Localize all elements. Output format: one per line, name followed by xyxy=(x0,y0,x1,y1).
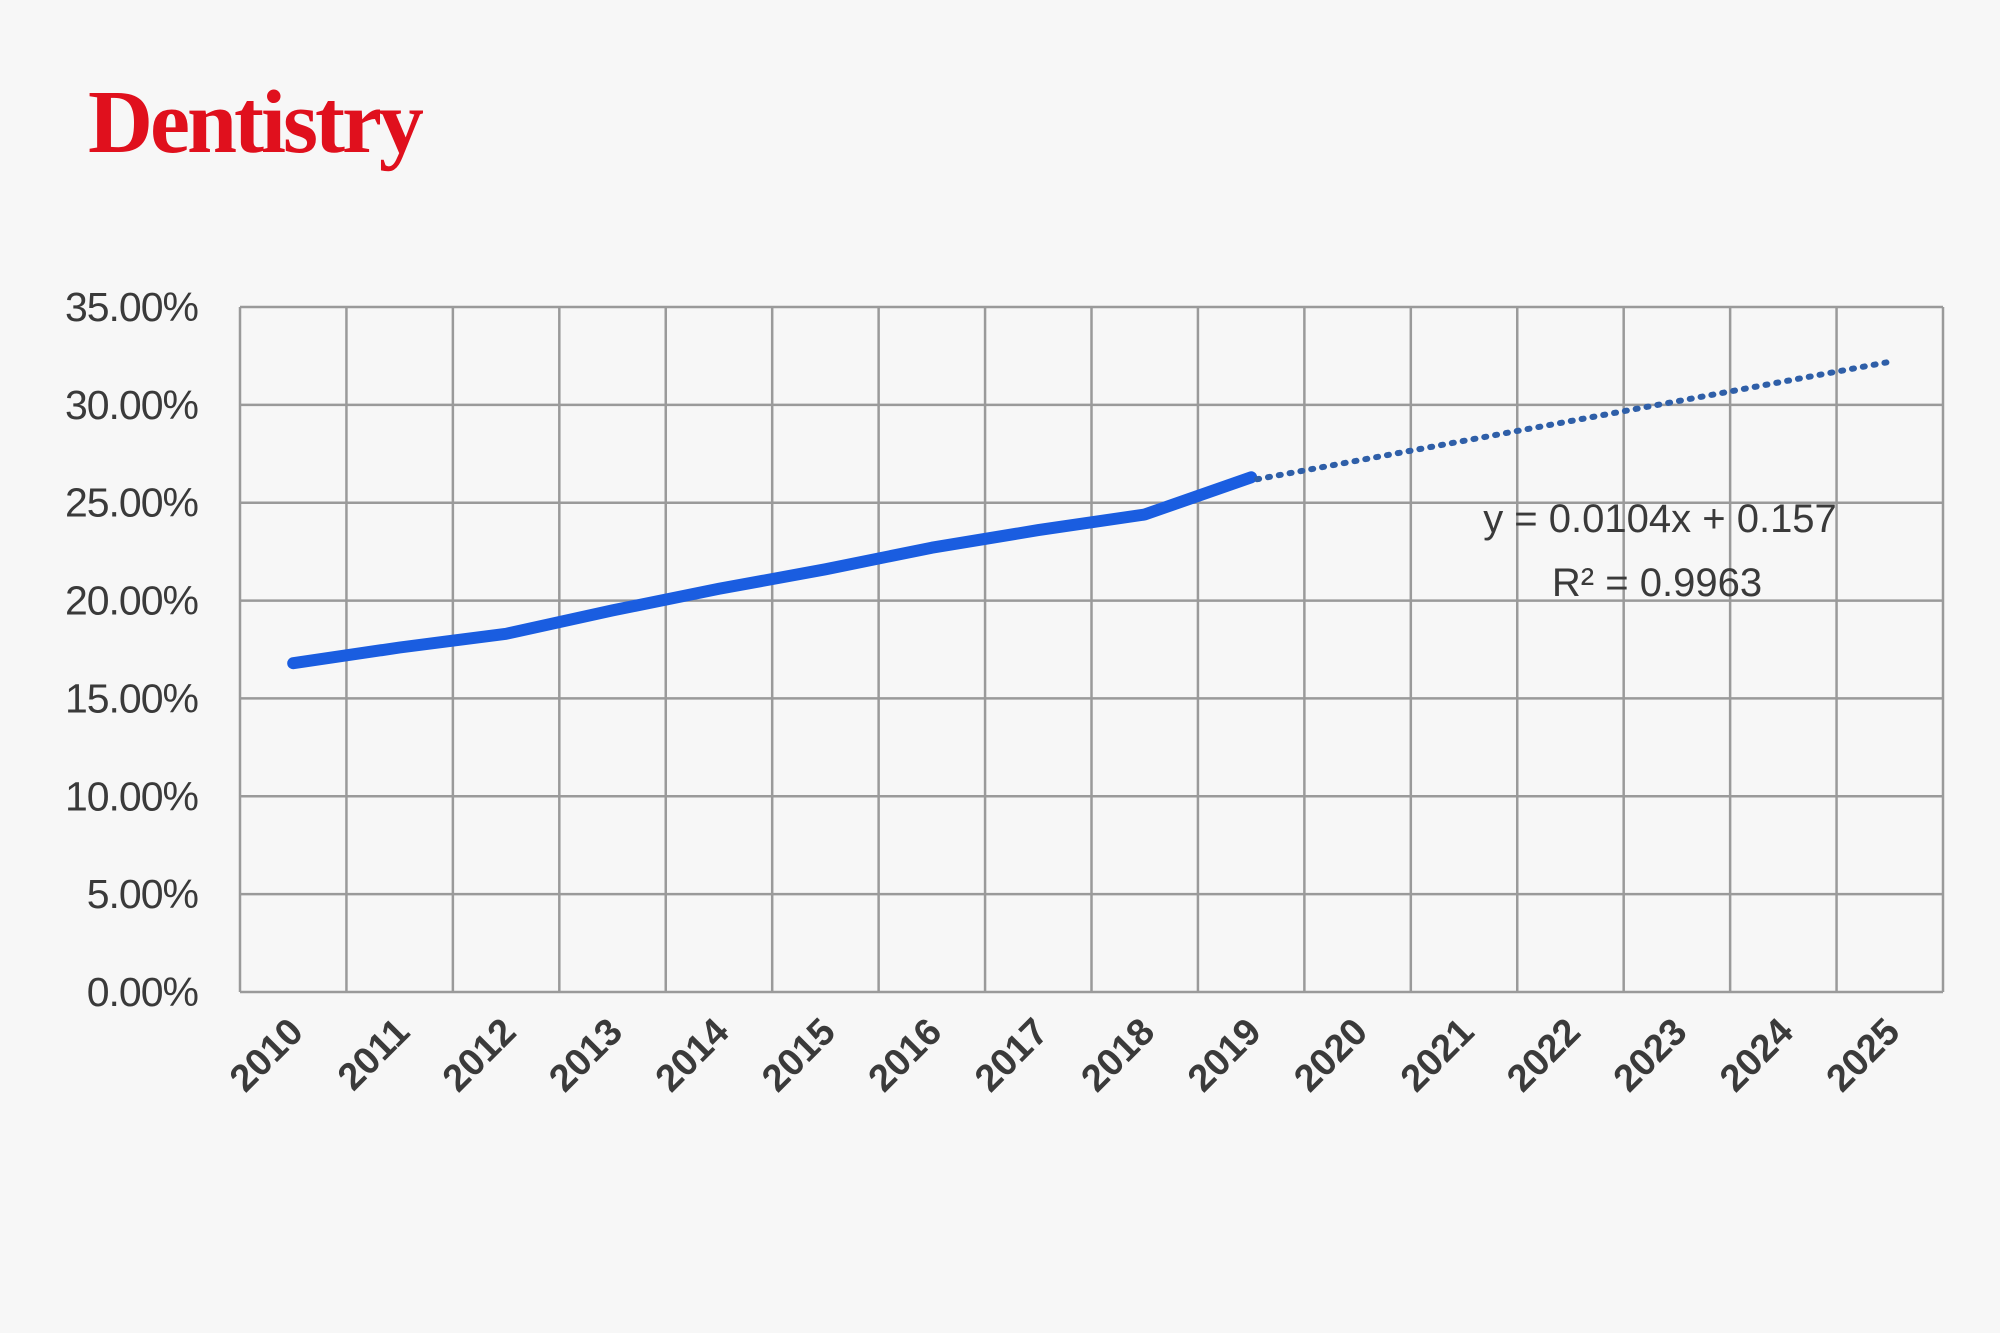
x-axis-ticks: 2010 2011 2012 2013 2014 2015 2016 2017 2018 2019… xyxy=(222,1011,1908,1100)
x-tick-label: 2019 xyxy=(1180,1011,1269,1100)
x-tick-label: 2015 xyxy=(754,1011,843,1100)
series-point xyxy=(714,584,723,593)
series-point xyxy=(821,565,830,574)
x-tick-label: 2018 xyxy=(1074,1011,1163,1100)
y-tick-label: 20.00% xyxy=(65,578,198,624)
series-point xyxy=(395,643,404,652)
y-tick-label: 35.00% xyxy=(65,284,198,330)
series-point xyxy=(927,543,936,552)
y-tick-label: 25.00% xyxy=(65,480,198,526)
series-point xyxy=(502,629,511,638)
series-point xyxy=(289,659,298,668)
brand-logo: Dentistry xyxy=(88,73,424,172)
series-point xyxy=(1034,526,1043,535)
x-tick-label: 2021 xyxy=(1393,1011,1482,1100)
x-tick-label: 2024 xyxy=(1712,1011,1801,1100)
series-layer xyxy=(287,471,1258,670)
x-tick-label: 2022 xyxy=(1499,1011,1588,1100)
trendline xyxy=(1254,358,1893,483)
y-tick-label: 15.00% xyxy=(65,675,198,721)
x-tick-label: 2025 xyxy=(1819,1011,1908,1100)
y-axis-ticks: 0.00% 5.00% 10.00% 15.00% 20.00% 25.00% 30.00%… xyxy=(65,284,199,1015)
x-tick-label: 2020 xyxy=(1286,1011,1375,1100)
chart-grid xyxy=(238,305,1945,994)
y-tick-label: 0.00% xyxy=(87,969,198,1015)
y-tick-label: 5.00% xyxy=(87,871,198,917)
x-tick-label: 2010 xyxy=(222,1011,311,1100)
trendline-equation: y = 0.0104x + 0.157 xyxy=(1483,497,1837,541)
x-tick-label: 2017 xyxy=(967,1011,1056,1100)
x-tick-label: 2012 xyxy=(435,1011,524,1100)
x-tick-label: 2011 xyxy=(330,1011,418,1099)
series-point xyxy=(1140,510,1149,519)
series-point xyxy=(608,606,617,615)
x-tick-label: 2016 xyxy=(861,1011,950,1100)
x-tick-label: 2023 xyxy=(1606,1011,1695,1100)
y-tick-label: 30.00% xyxy=(65,382,198,428)
series-line xyxy=(287,471,1258,670)
trendline-r-squared: R² = 0.9963 xyxy=(1552,561,1762,605)
series-point xyxy=(1247,473,1256,482)
x-tick-label: 2013 xyxy=(541,1011,630,1100)
trendline-layer xyxy=(1254,358,1893,483)
x-tick-label: 2014 xyxy=(648,1011,737,1100)
y-tick-label: 10.00% xyxy=(65,773,198,819)
